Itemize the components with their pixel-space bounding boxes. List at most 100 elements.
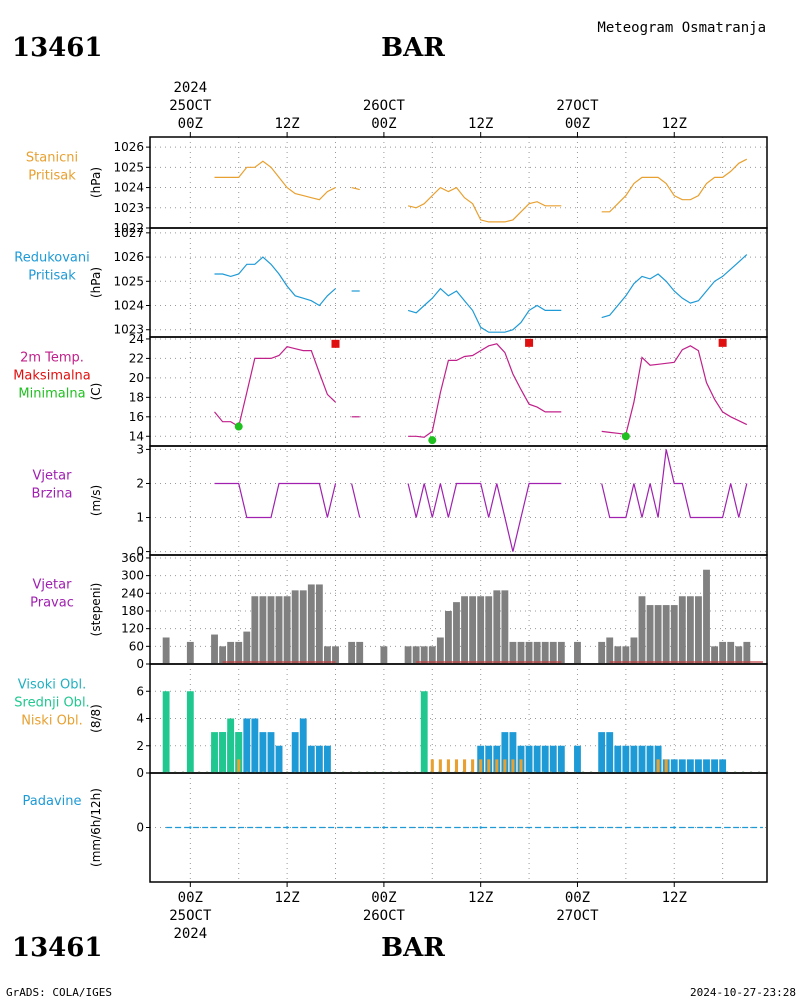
panel-frame — [149, 227, 768, 338]
panel-label-line: Niski Obl. — [21, 714, 83, 729]
cloud-bar — [237, 759, 241, 773]
wind-direction-bar — [267, 596, 275, 664]
cloud-bar — [557, 745, 565, 773]
cloud-bar — [656, 759, 660, 773]
y-tick-label: 2 — [136, 739, 144, 753]
time-label-year: 2024 — [173, 80, 207, 96]
time-label-hour: 12Z — [662, 116, 687, 132]
wind-direction-bar — [436, 637, 444, 664]
wind-direction-bar — [404, 646, 412, 664]
wind-direction-bar — [678, 596, 686, 664]
wind-direction-bar — [380, 646, 388, 664]
wind-direction-bar — [727, 641, 735, 664]
cloud-bar — [211, 732, 218, 773]
wind-direction-bar — [186, 641, 194, 664]
wind-direction-bar — [307, 584, 315, 664]
cloud-bar — [479, 759, 483, 773]
y-tick-label: 3 — [136, 442, 144, 456]
panel-label-line: Minimalna — [18, 387, 85, 402]
wind_speed-series-line — [214, 482, 337, 519]
wind-direction-bar — [541, 641, 549, 664]
y-tick-label: 0 — [136, 657, 144, 671]
cloud-bar — [664, 759, 668, 773]
panel-reduced_pressure: 1023 1024 1025 1026 1027 (hPa)Redukovani Priti… — [14, 226, 768, 338]
cloud-bar — [267, 732, 275, 773]
panel-label-line: Pritisak — [28, 269, 76, 284]
panel-label-line: Pritisak — [28, 169, 76, 184]
cloud-bar — [251, 718, 259, 773]
y-axis-label: (stepeni) — [89, 583, 103, 637]
precip-point — [285, 826, 289, 829]
cloud-bar — [227, 718, 235, 773]
wind-direction-bar — [557, 641, 565, 664]
cloud-bar — [549, 745, 557, 773]
time-label-date: 26OCT — [363, 98, 406, 114]
cloud-bar — [503, 759, 507, 773]
wind-direction-bar — [332, 646, 339, 664]
cloud-bar — [495, 759, 499, 773]
wind-direction-bar — [743, 641, 751, 664]
y-tick-label: 1024 — [113, 181, 144, 195]
wind-direction-bar — [654, 605, 662, 664]
precip-point — [479, 826, 482, 829]
tmax-marker — [525, 338, 534, 347]
time-label-hour: 12Z — [468, 890, 493, 906]
wind-direction-bar — [622, 646, 630, 664]
y-tick-label: 1027 — [113, 226, 144, 240]
y-tick-label: 20 — [129, 371, 144, 385]
wind-direction-bar — [670, 605, 678, 664]
cloud-bar — [686, 759, 694, 773]
y-tick-label: 0 — [136, 545, 144, 559]
wind-direction-bar — [235, 641, 243, 664]
panel-wind_direction: 0 60 120 180 240 300 360 (stepeni) Vjetar Pravac — [30, 551, 768, 671]
y-tick-label: 4 — [136, 712, 144, 726]
y-tick-label: 6 — [136, 684, 144, 698]
time-label-hour: 00Z — [178, 890, 203, 906]
panel-label-line: Vjetar — [33, 469, 73, 484]
panel-cloudiness: 0 2 4 6 (8/8)Visoki Obl. Srednji Obl. Niski Ob… — [14, 663, 768, 780]
cloud-bar — [446, 759, 450, 773]
cloud-bar — [630, 745, 638, 773]
y-tick-label: 0 — [136, 766, 144, 780]
precip-point — [189, 826, 192, 829]
wind-direction-bar — [291, 590, 299, 664]
cloud-bar — [519, 759, 523, 773]
y-tick-label: 18 — [129, 390, 144, 404]
cloud-bar — [471, 759, 475, 773]
reduced_pressure-series-line — [601, 254, 748, 319]
panel-frame — [149, 772, 768, 883]
wind-direction-bar — [525, 641, 533, 664]
wind_speed-series-line — [351, 483, 361, 518]
station_pressure-series-line — [407, 186, 562, 223]
wind-direction-bar — [735, 646, 743, 664]
reduced_pressure-series-line — [407, 287, 562, 333]
cloud-bar — [711, 759, 719, 773]
wind-direction-bar — [662, 605, 670, 664]
y-tick-label: 16 — [129, 410, 144, 424]
y-tick-label: 1023 — [113, 323, 144, 337]
wind-direction-bar — [211, 634, 218, 664]
y-tick-label: 1022 — [113, 221, 144, 235]
wind-direction-bar — [461, 596, 468, 664]
panels: 10221023102410251026(hPa)StanicniPritisa… — [13, 136, 768, 883]
station_pressure-series-line — [214, 160, 336, 201]
tmin-marker — [621, 432, 630, 441]
panel-label-line: Padavine — [23, 794, 82, 809]
temperature-series-line — [408, 343, 562, 438]
tmax-marker — [718, 338, 727, 347]
panel-label-line: Maksimalna — [13, 369, 91, 384]
cloud-bar — [307, 745, 315, 773]
tmax-marker — [331, 339, 340, 348]
cloud-bar — [614, 745, 622, 773]
y-tick-label: 2 — [136, 476, 144, 490]
time-label-date: 27OCT — [556, 98, 599, 114]
wind-direction-bar — [243, 631, 251, 664]
cloud-bar — [695, 759, 702, 773]
y-tick-label: 1023 — [113, 201, 144, 215]
wind-direction-bar — [469, 596, 477, 664]
wind-direction-bar — [606, 637, 614, 664]
cloud-bar — [678, 759, 686, 773]
y-tick-label: 1026 — [113, 250, 144, 264]
generation-timestamp: 2024-10-27-23:28 — [690, 986, 796, 999]
cloud-bar — [454, 759, 459, 773]
